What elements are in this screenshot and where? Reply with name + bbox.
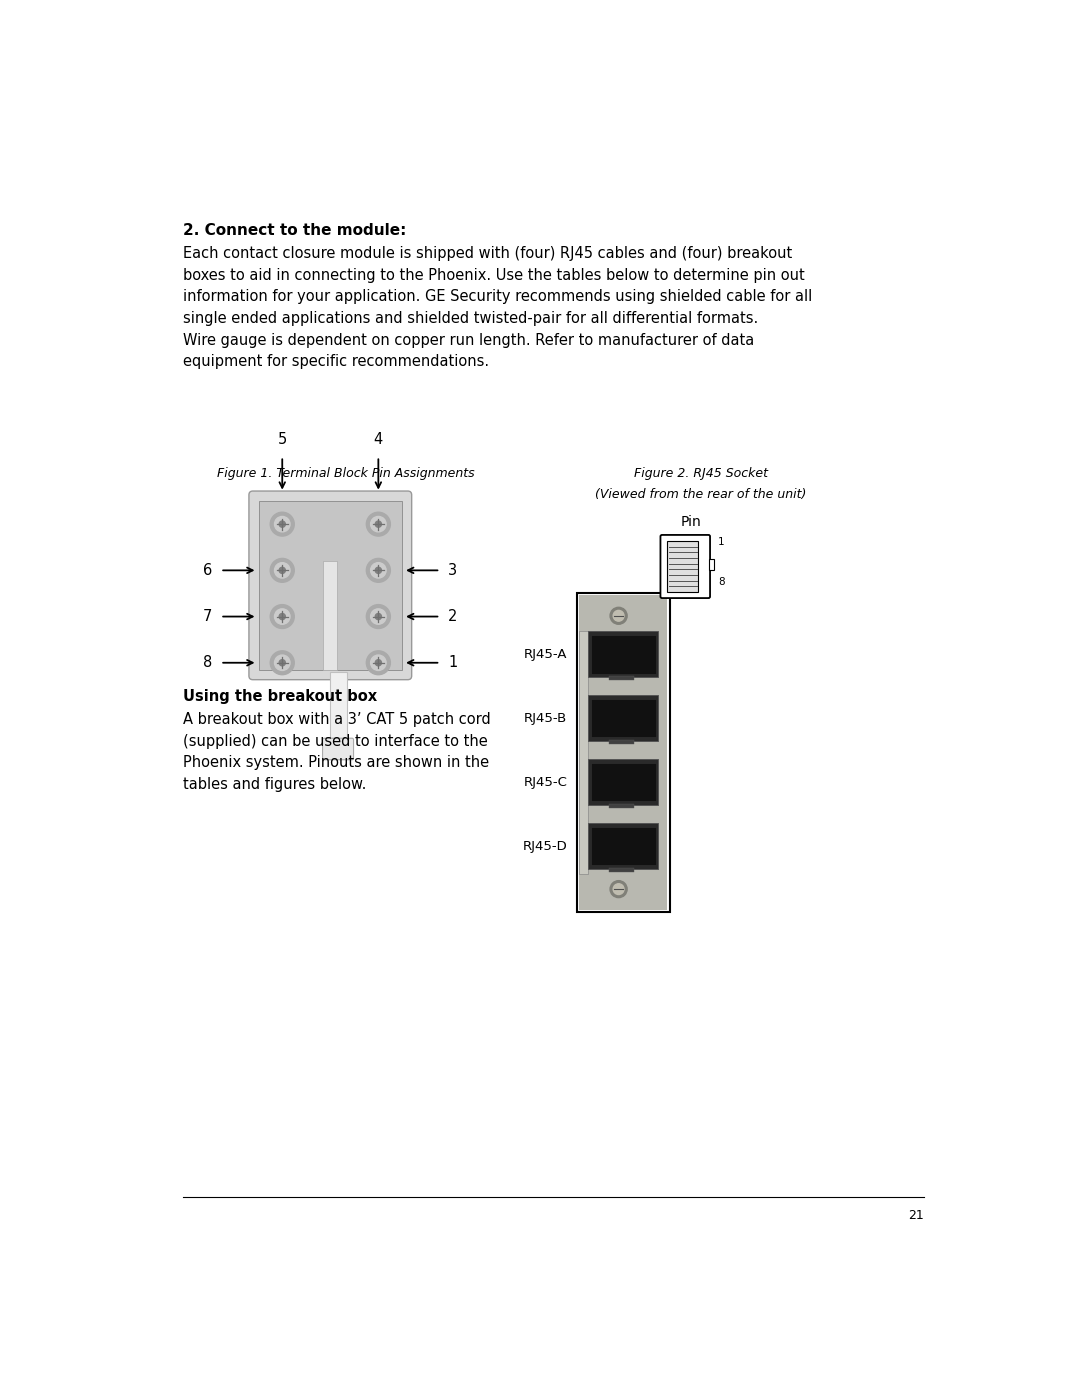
Circle shape [366, 513, 390, 536]
Bar [323, 562, 337, 669]
Circle shape [270, 605, 294, 629]
Bar [589, 631, 658, 678]
Text: (Viewed from the rear of the unit): (Viewed from the rear of the unit) [595, 488, 807, 502]
Bar [609, 676, 634, 680]
Circle shape [270, 651, 294, 675]
Circle shape [366, 651, 390, 675]
Circle shape [610, 880, 627, 898]
Circle shape [610, 608, 627, 624]
Bar [259, 502, 402, 669]
Bar [329, 672, 347, 742]
Circle shape [370, 609, 387, 624]
Text: Figure 2. RJ45 Socket: Figure 2. RJ45 Socket [634, 467, 768, 481]
Circle shape [375, 521, 381, 527]
Circle shape [279, 567, 285, 573]
Circle shape [279, 659, 285, 666]
Text: Using the breakout box: Using the breakout box [183, 689, 377, 704]
Bar [591, 763, 656, 802]
Circle shape [375, 659, 381, 666]
Circle shape [366, 605, 390, 629]
Text: RJ45-D: RJ45-D [523, 840, 567, 852]
Bar [589, 759, 658, 805]
Text: 7: 7 [203, 609, 213, 624]
Circle shape [270, 559, 294, 583]
Circle shape [279, 613, 285, 620]
Circle shape [274, 517, 291, 532]
Text: 6: 6 [203, 563, 213, 578]
Bar [591, 827, 656, 865]
Bar [667, 541, 699, 592]
FancyBboxPatch shape [661, 535, 710, 598]
Circle shape [375, 613, 381, 620]
Text: A breakout box with a 3’ CAT 5 patch cord
(supplied) can be used to interface to: A breakout box with a 3’ CAT 5 patch cor… [183, 712, 490, 792]
Text: Each contact closure module is shipped with (four) RJ45 cables and (four) breako: Each contact closure module is shipped w… [183, 246, 812, 369]
Text: 5: 5 [278, 432, 287, 447]
Circle shape [613, 884, 624, 894]
Text: 8: 8 [718, 577, 725, 587]
Circle shape [613, 610, 624, 622]
Bar [579, 595, 667, 909]
Circle shape [274, 563, 291, 578]
Circle shape [279, 521, 285, 527]
Circle shape [274, 609, 291, 624]
Text: 2. Connect to the module:: 2. Connect to the module: [183, 224, 406, 237]
Text: 3: 3 [448, 563, 457, 578]
Text: 21: 21 [908, 1208, 924, 1222]
Bar [609, 868, 634, 872]
Bar [589, 823, 658, 869]
Text: 4: 4 [374, 432, 383, 447]
Text: RJ45-C: RJ45-C [524, 775, 567, 788]
Text: Figure 1. Terminal Block Pin Assignments: Figure 1. Terminal Block Pin Assignments [217, 467, 474, 481]
Circle shape [375, 567, 381, 573]
Text: 1: 1 [718, 538, 725, 548]
Circle shape [370, 655, 387, 671]
Bar [577, 592, 670, 912]
Bar [591, 636, 656, 673]
Bar [589, 696, 658, 742]
Text: RJ45-A: RJ45-A [524, 648, 567, 661]
Text: Pin: Pin [681, 515, 702, 529]
Text: 1: 1 [448, 655, 457, 671]
Bar [579, 631, 589, 873]
FancyBboxPatch shape [248, 490, 411, 680]
Circle shape [370, 517, 387, 532]
Circle shape [370, 563, 387, 578]
Circle shape [270, 513, 294, 536]
Text: RJ45-B: RJ45-B [524, 711, 567, 725]
Bar [708, 559, 714, 570]
Text: 8: 8 [203, 655, 213, 671]
FancyBboxPatch shape [323, 738, 353, 760]
Bar [609, 740, 634, 745]
Bar [591, 698, 656, 738]
Text: 2: 2 [448, 609, 458, 624]
Circle shape [274, 655, 291, 671]
Bar [609, 803, 634, 809]
Circle shape [366, 559, 390, 583]
